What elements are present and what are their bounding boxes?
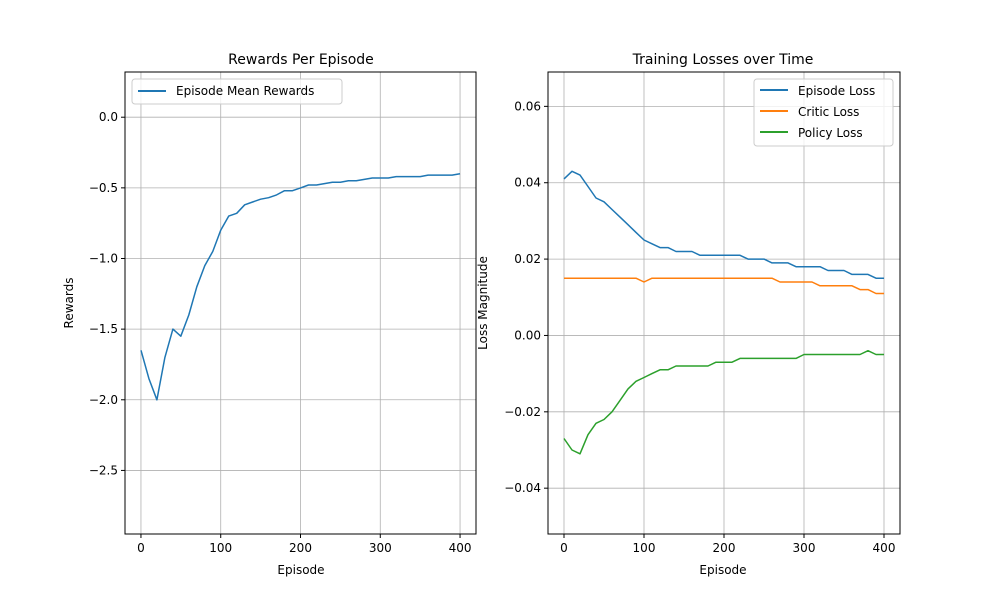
rewards-chart-title: Rewards Per Episode (228, 52, 374, 68)
losses-series-line-episode-loss (563, 170, 884, 279)
rewards-y-tick-label: −1.5 (89, 322, 118, 336)
rewards-x-axis-label: Episode (277, 563, 324, 577)
rewards-legend-label-0: Episode Mean Rewards (176, 84, 314, 98)
losses-series (563, 170, 884, 455)
rewards-y-tick-label: 0.0 (99, 110, 118, 124)
losses-y-tick-label: 0.00 (514, 328, 541, 342)
losses-legend-label-2: Policy Loss (798, 126, 863, 140)
rewards-series (140, 172, 461, 401)
losses-chart-title: Training Losses over Time (632, 52, 814, 68)
rewards-y-tick-label: −2.5 (89, 463, 118, 477)
losses-legend-label-0: Episode Loss (798, 84, 875, 98)
losses-x-tick-label: 0 (560, 541, 568, 555)
losses-y-tick-label: −0.02 (504, 405, 541, 419)
rewards-y-tick-label: −1.0 (89, 251, 118, 265)
rewards-y-axis-label: Rewards (62, 278, 76, 329)
rewards-chart: Rewards Per Episode 0 100 200 300 400 −2.5 −2.… (62, 52, 477, 577)
rewards-legend: Episode Mean Rewards (131, 78, 343, 105)
losses-legend-label-1: Critic Loss (798, 105, 859, 119)
rewards-x-tick-label: 300 (369, 541, 392, 555)
rewards-x-tick-label: 200 (289, 541, 312, 555)
rewards-ticks: 0 100 200 300 400 −2.5 −2.0 −1.5 −1.0 −0.5 0.0 (89, 110, 472, 555)
losses-grid (548, 72, 900, 534)
losses-y-tick-label: −0.04 (504, 481, 541, 495)
rewards-y-tick-label: −0.5 (89, 181, 118, 195)
rewards-y-tick-label: −2.0 (89, 393, 118, 407)
rewards-legend-box (131, 78, 343, 105)
losses-y-axis-label: Loss Magnitude (476, 256, 490, 350)
losses-x-tick-label: 100 (633, 541, 656, 555)
losses-x-tick-label: 300 (793, 541, 816, 555)
losses-x-axis-label: Episode (699, 563, 746, 577)
losses-y-tick-label: 0.04 (514, 176, 541, 190)
losses-x-tick-label: 400 (873, 541, 896, 555)
losses-series-line-critic-loss (564, 277, 884, 295)
losses-y-tick-label: 0.02 (514, 252, 541, 266)
rewards-x-tick-label: 0 (137, 541, 145, 555)
rewards-series-line-episode-mean-rewards (140, 172, 461, 401)
losses-x-tick-label: 200 (713, 541, 736, 555)
losses-legend: Episode Loss Critic Loss Policy Loss (753, 78, 894, 147)
rewards-grid (125, 72, 476, 534)
losses-chart: Training Losses over Time 0 100 200 300 400 −… (476, 52, 901, 577)
rewards-x-tick-label: 400 (449, 541, 472, 555)
rewards-x-tick-label: 100 (209, 541, 232, 555)
losses-ticks: 0 100 200 300 400 −0.04 −0.02 0.00 0.02 0.04 0.06 (504, 99, 895, 555)
losses-legend-box (753, 78, 894, 147)
losses-series-line-policy-loss (563, 349, 884, 455)
losses-y-tick-label: 0.06 (514, 99, 541, 113)
